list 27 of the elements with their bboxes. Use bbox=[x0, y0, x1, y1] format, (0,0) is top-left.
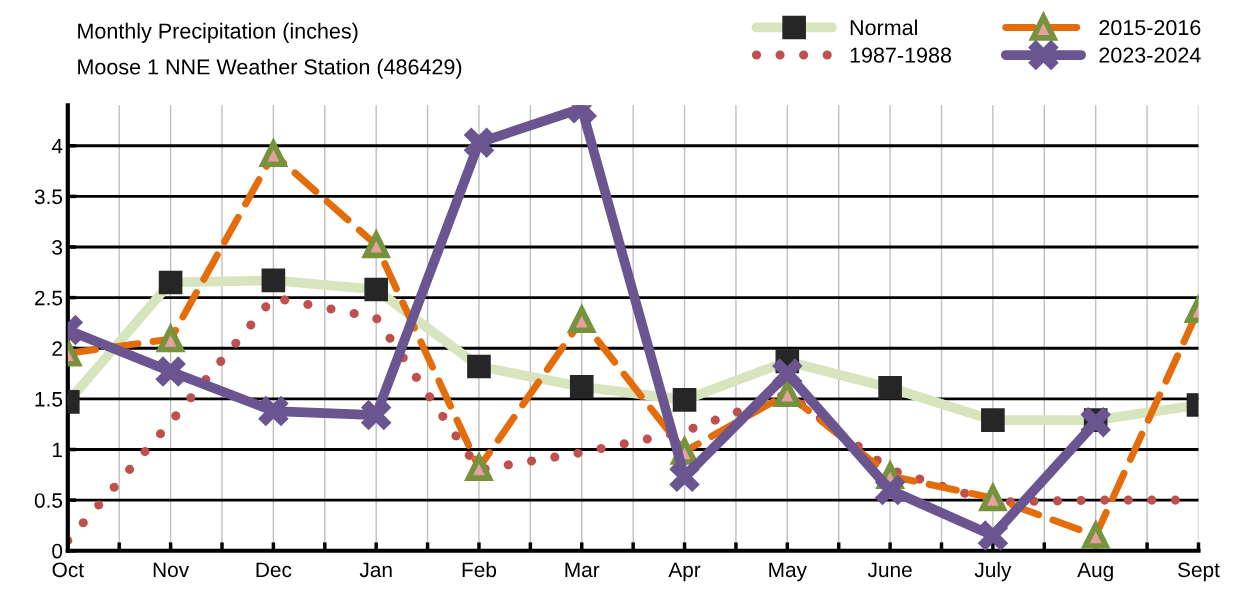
x-tick-label: May bbox=[769, 562, 807, 582]
y-tick-label: 3 bbox=[52, 240, 63, 255]
x-tick-label: Aug bbox=[1077, 562, 1113, 582]
chart-subtitle: Moose 1 NNE Weather Station (486429) bbox=[78, 58, 462, 79]
legend-label: 2023-2024 bbox=[1099, 47, 1201, 63]
x-tick-label: Apr bbox=[668, 562, 701, 582]
y-tick-label: 3.5 bbox=[34, 189, 63, 205]
y-tick-label: 1.5 bbox=[35, 392, 63, 407]
x-tick-label: Jan bbox=[359, 562, 392, 578]
y-tick-label: 2 bbox=[52, 341, 62, 356]
x-tick-label: Dec bbox=[256, 562, 292, 578]
y-tick-label: 4 bbox=[51, 138, 63, 154]
x-tick-label: Feb bbox=[462, 561, 497, 578]
y-tick-label: 0.5 bbox=[34, 493, 63, 508]
legend-label: 1987-1988 bbox=[850, 47, 952, 63]
y-tick-label: 2.5 bbox=[35, 290, 63, 306]
x-tick-label: Mar bbox=[565, 562, 600, 578]
x-tick-label: June bbox=[867, 562, 912, 578]
x-tick-label: Sept bbox=[1178, 562, 1220, 582]
legend-label: Normal bbox=[850, 19, 917, 36]
y-tick-label: 0 bbox=[52, 543, 63, 559]
x-tick-label: July bbox=[974, 561, 1012, 582]
x-tick-label: Oct bbox=[52, 562, 84, 578]
chart-title: Monthly Precipitation (inches) bbox=[78, 22, 358, 43]
legend-label: 2015-2016 bbox=[1099, 19, 1201, 36]
x-tick-label: Nov bbox=[153, 562, 190, 578]
y-tick-label: 1 bbox=[52, 442, 62, 458]
